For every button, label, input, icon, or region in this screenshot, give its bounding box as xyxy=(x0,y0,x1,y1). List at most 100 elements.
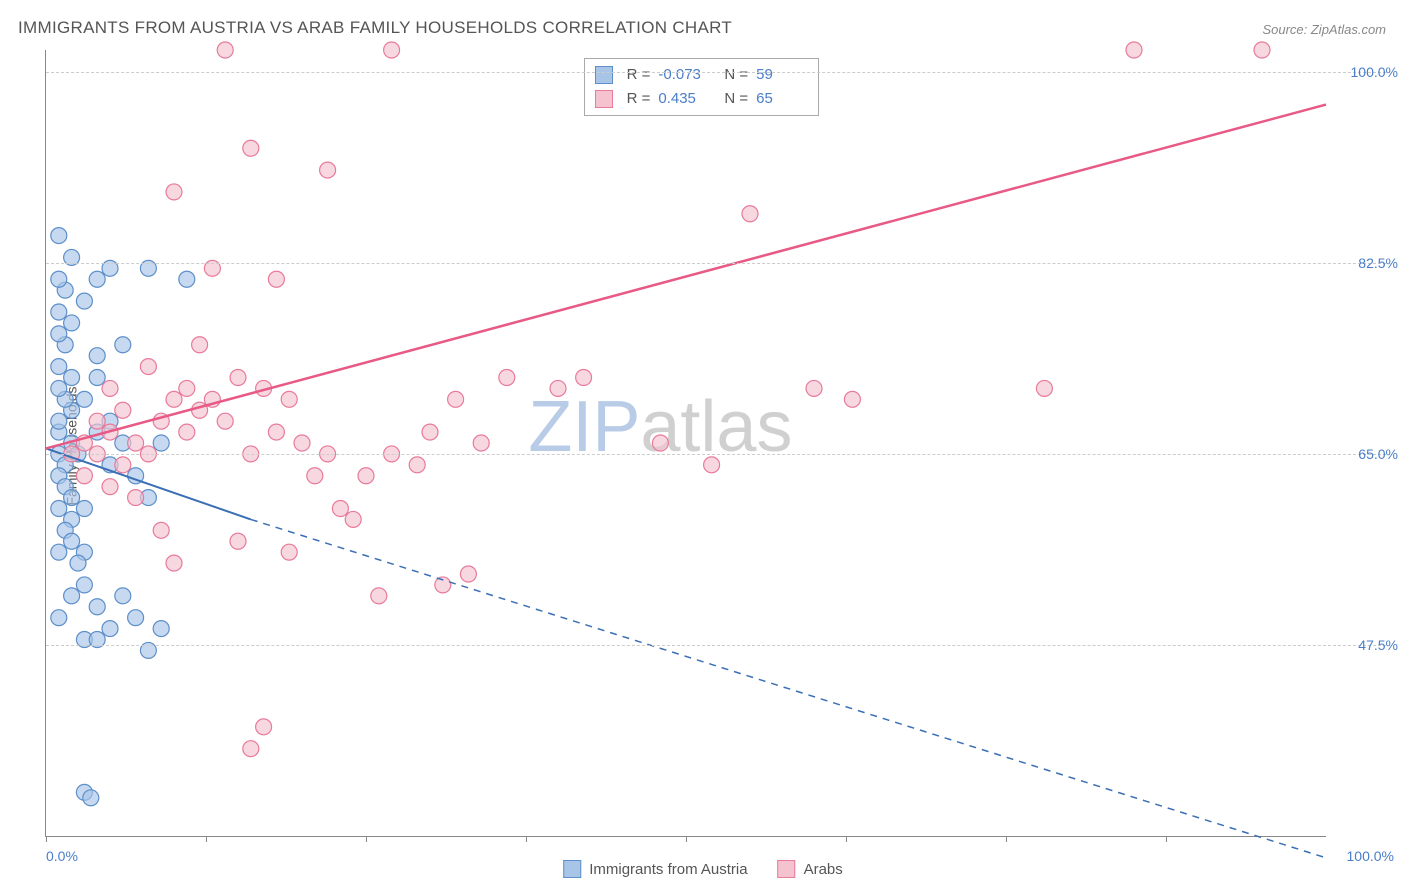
data-point xyxy=(83,790,99,806)
data-point xyxy=(51,304,67,320)
legend-label-1: Immigrants from Austria xyxy=(589,861,747,878)
chart-title: IMMIGRANTS FROM AUSTRIA VS ARAB FAMILY H… xyxy=(18,18,732,38)
data-point xyxy=(281,391,297,407)
x-tick-max: 100.0% xyxy=(1347,848,1394,864)
data-point xyxy=(51,271,67,287)
data-point xyxy=(499,370,515,386)
data-point xyxy=(89,599,105,615)
data-point xyxy=(192,337,208,353)
gridline xyxy=(46,72,1386,73)
data-point xyxy=(460,566,476,582)
x-tick xyxy=(1006,836,1007,842)
data-point xyxy=(51,326,67,342)
n-value-1: 59 xyxy=(756,63,808,87)
x-tick xyxy=(366,836,367,842)
data-point xyxy=(115,588,131,604)
x-tick xyxy=(846,836,847,842)
data-point xyxy=(64,533,80,549)
data-point xyxy=(51,544,67,560)
data-point xyxy=(281,544,297,560)
data-point xyxy=(76,577,92,593)
data-point xyxy=(51,359,67,375)
data-point xyxy=(550,380,566,396)
legend-item-2: Arabs xyxy=(778,860,843,878)
plot-svg xyxy=(46,50,1326,836)
swatch-series-2 xyxy=(595,90,613,108)
legend-item-1: Immigrants from Austria xyxy=(563,860,747,878)
data-point xyxy=(345,511,361,527)
data-point xyxy=(217,413,233,429)
data-point xyxy=(179,380,195,396)
x-tick xyxy=(46,836,47,842)
legend-swatch-1 xyxy=(563,860,581,878)
r-label-2: R = xyxy=(627,87,651,111)
data-point xyxy=(307,468,323,484)
data-point xyxy=(1254,42,1270,58)
data-point xyxy=(294,435,310,451)
data-point xyxy=(1036,380,1052,396)
plot-area: ZIPatlas R = -0.073 N = 59 R = 0.435 N =… xyxy=(45,50,1326,837)
data-point xyxy=(243,140,259,156)
x-tick-min: 0.0% xyxy=(46,848,78,864)
gridline xyxy=(46,645,1386,646)
x-tick xyxy=(686,836,687,842)
data-point xyxy=(51,501,67,517)
data-point xyxy=(89,271,105,287)
data-point xyxy=(806,380,822,396)
data-point xyxy=(179,424,195,440)
data-point xyxy=(128,435,144,451)
data-point xyxy=(76,468,92,484)
legend-swatch-2 xyxy=(778,860,796,878)
data-point xyxy=(422,424,438,440)
data-point xyxy=(140,359,156,375)
n-value-2: 65 xyxy=(756,87,808,111)
x-tick xyxy=(526,836,527,842)
data-point xyxy=(64,588,80,604)
data-point xyxy=(179,271,195,287)
data-point xyxy=(230,370,246,386)
data-point xyxy=(384,42,400,58)
data-point xyxy=(704,457,720,473)
data-point xyxy=(166,555,182,571)
data-point xyxy=(51,228,67,244)
data-point xyxy=(320,162,336,178)
legend-label-2: Arabs xyxy=(804,861,843,878)
n-label-1: N = xyxy=(724,63,748,87)
data-point xyxy=(268,271,284,287)
data-point xyxy=(115,457,131,473)
data-point xyxy=(153,621,169,637)
data-point xyxy=(89,413,105,429)
data-point xyxy=(102,479,118,495)
data-point xyxy=(102,621,118,637)
y-tick-label: 65.0% xyxy=(1358,446,1398,462)
data-point xyxy=(256,719,272,735)
data-point xyxy=(1126,42,1142,58)
data-point xyxy=(89,370,105,386)
stats-legend: R = -0.073 N = 59 R = 0.435 N = 65 xyxy=(584,58,820,116)
data-point xyxy=(76,391,92,407)
gridline xyxy=(46,454,1386,455)
x-tick xyxy=(1166,836,1167,842)
trend-line-dashed xyxy=(251,519,1326,857)
data-point xyxy=(371,588,387,604)
data-point xyxy=(153,522,169,538)
data-point xyxy=(51,413,67,429)
data-point xyxy=(115,402,131,418)
source-attribution: Source: ZipAtlas.com xyxy=(1262,22,1386,37)
data-point xyxy=(230,533,246,549)
bottom-legend: Immigrants from Austria Arabs xyxy=(563,860,843,878)
data-point xyxy=(76,293,92,309)
y-tick-label: 82.5% xyxy=(1358,255,1398,271)
data-point xyxy=(358,468,374,484)
data-point xyxy=(51,610,67,626)
data-point xyxy=(409,457,425,473)
data-point xyxy=(64,315,80,331)
r-label-1: R = xyxy=(627,63,651,87)
data-point xyxy=(64,370,80,386)
data-point xyxy=(576,370,592,386)
n-label-2: N = xyxy=(724,87,748,111)
y-tick-label: 100.0% xyxy=(1351,64,1398,80)
data-point xyxy=(473,435,489,451)
data-point xyxy=(76,501,92,517)
y-tick-label: 47.5% xyxy=(1358,637,1398,653)
